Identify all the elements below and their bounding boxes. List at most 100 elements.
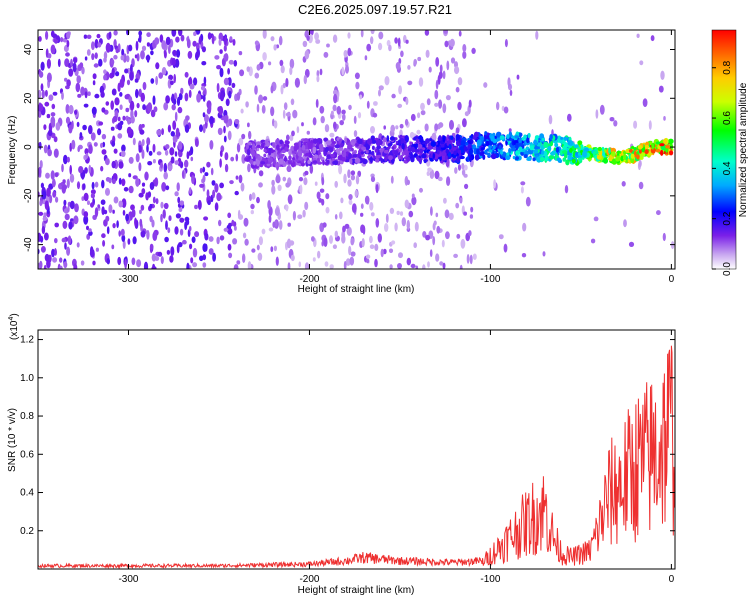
- heatmap-cell: [374, 149, 378, 153]
- heatmap-cell: [454, 66, 460, 75]
- heatmap-cell: [637, 144, 643, 150]
- heatmap-cell: [98, 121, 104, 126]
- heatmap-cell: [120, 150, 126, 157]
- heatmap-cell: [50, 44, 56, 55]
- colorbar-ticks: 0.0 0.2 0.4 0.6 0.8: [712, 60, 733, 276]
- heatmap-cell: [138, 162, 142, 172]
- heatmap-cell: [198, 36, 202, 45]
- heatmap-cell: [249, 193, 252, 201]
- heatmap-cell: [435, 79, 439, 90]
- heatmap-cell: [350, 237, 355, 246]
- heatmap-cell: [630, 157, 635, 164]
- heatmap-cell: [548, 155, 555, 160]
- heatmap-cell: [169, 80, 174, 86]
- heatmap-cell: [303, 138, 309, 143]
- heatmap-cell: [526, 137, 530, 144]
- heatmap-cell: [44, 253, 50, 262]
- heatmap-cell: [44, 101, 50, 107]
- heatmap-cell: [39, 260, 43, 269]
- heatmap-cell: [360, 151, 365, 155]
- heatmap-cell: [67, 235, 72, 245]
- heatmap-cell: [332, 104, 337, 112]
- heatmap-cell: [126, 79, 131, 86]
- heatmap-cell: [144, 171, 149, 181]
- heatmap-cell: [416, 129, 421, 135]
- heatmap-cell: [291, 150, 296, 154]
- heatmap-cell: [227, 243, 232, 251]
- heatmap-cell: [187, 50, 193, 59]
- heatmap-cell: [354, 157, 361, 164]
- heatmap-cell: [170, 131, 175, 137]
- heatmap-cell: [64, 242, 67, 250]
- heatmap-cell: [124, 68, 129, 74]
- heatmap-cell: [151, 219, 155, 228]
- heatmap-cell: [334, 214, 338, 220]
- heatmap-cell: [170, 246, 175, 256]
- heatmap-cell: [514, 135, 520, 139]
- heatmap-cell: [219, 158, 222, 168]
- heatmap-cell: [398, 85, 402, 95]
- heatmap-cell: [178, 242, 183, 248]
- heatmap-cell: [127, 238, 131, 245]
- heatmap-cell: [332, 244, 337, 249]
- heatmap-cell: [416, 157, 422, 162]
- heatmap-cell: [495, 131, 502, 138]
- heatmap-cell: [518, 132, 523, 138]
- heatmap-cell: [278, 35, 283, 46]
- heatmap-cell: [496, 136, 500, 142]
- heatmap-cell: [442, 70, 446, 80]
- heatmap-cell: [650, 147, 656, 154]
- heatmap-cell: [320, 115, 325, 124]
- heatmap-cell: [369, 201, 374, 211]
- heatmap-cell: [304, 262, 310, 269]
- heatmap-cell: [108, 31, 112, 39]
- heatmap-cell: [141, 182, 146, 187]
- heatmap-cell: [431, 132, 437, 142]
- heatmap-cell: [544, 155, 549, 162]
- heatmap-cell: [38, 166, 42, 177]
- heatmap-cell: [164, 149, 169, 156]
- heatmap-cell: [353, 130, 358, 138]
- heatmap-cell: [112, 115, 118, 123]
- heatmap-cell: [569, 147, 573, 153]
- heatmap-cell: [194, 204, 198, 210]
- heatmap-cell: [193, 77, 198, 86]
- heatmap-cell: [162, 209, 166, 219]
- heatmap-cell: [521, 253, 527, 258]
- heatmap-cell: [79, 132, 83, 139]
- heatmap-cell: [247, 148, 251, 156]
- heatmap-cell: [541, 149, 545, 155]
- heatmap-cell: [301, 144, 306, 151]
- heatmap-cell: [51, 248, 55, 258]
- heatmap-cell: [529, 145, 534, 151]
- heatmap-cell: [644, 144, 650, 150]
- heatmap-cell: [636, 33, 640, 38]
- heatmap-cell: [354, 189, 358, 198]
- snr-y-multiplier-base: (x10: [9, 320, 20, 340]
- heatmap-cell: [482, 154, 486, 160]
- heatmap-cell: [463, 164, 468, 171]
- heatmap-cell: [156, 151, 162, 156]
- heatmap-cell: [163, 171, 168, 180]
- heatmap-cell: [422, 231, 427, 238]
- heatmap-cell: [152, 159, 156, 164]
- heatmap-cell: [204, 114, 209, 123]
- heatmap-cell: [414, 221, 419, 232]
- heatmap-cell: [448, 144, 452, 150]
- heatmap-cell: [53, 136, 58, 143]
- heatmap-cell: [461, 163, 465, 170]
- heatmap-cell: [188, 187, 192, 195]
- heatmap-cell: [92, 73, 97, 80]
- heatmap-cell: [231, 82, 236, 88]
- heatmap-cell: [235, 175, 239, 180]
- heatmap-cell: [90, 132, 96, 141]
- heatmap-cell: [609, 117, 615, 122]
- heatmap-cell: [141, 45, 147, 51]
- heatmap-cell: [375, 218, 380, 228]
- heatmap-cell: [463, 145, 468, 152]
- heatmap-cell: [195, 30, 201, 35]
- heatmap-cell: [179, 228, 184, 236]
- heatmap-cell: [232, 38, 236, 46]
- heatmap-cell: [469, 155, 472, 162]
- heatmap-cell: [47, 129, 53, 137]
